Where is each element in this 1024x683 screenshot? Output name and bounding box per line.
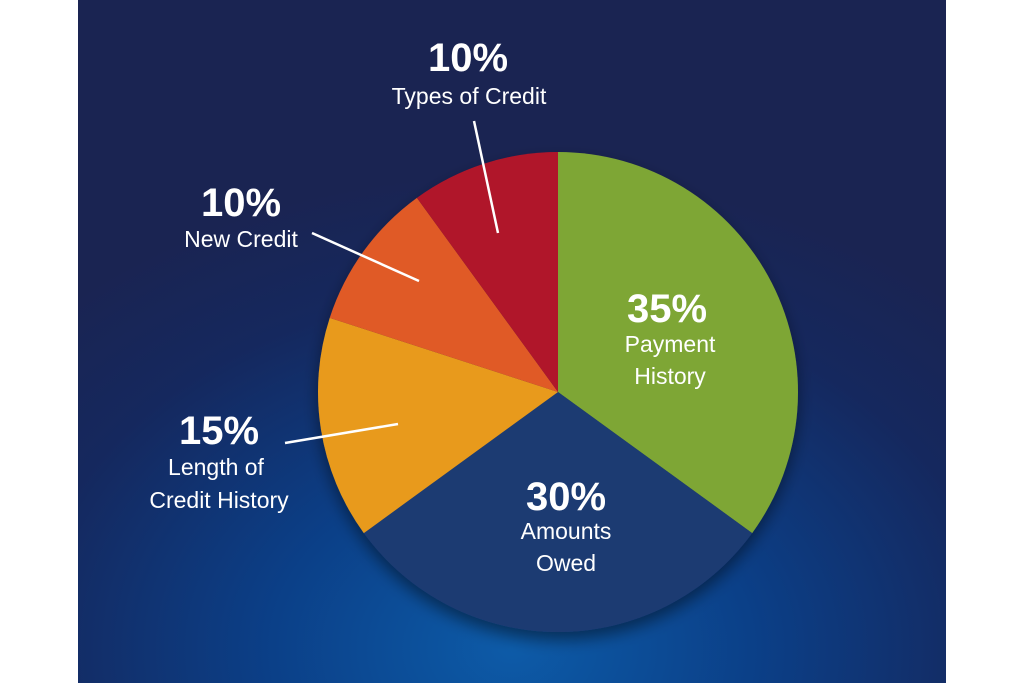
chart-panel: 35% Payment History 30% Amounts Owed 15%… xyxy=(78,0,946,683)
slice-label-line: Amounts xyxy=(521,518,612,544)
slice-label-line: Payment xyxy=(625,331,716,357)
leader-line-new-credit xyxy=(311,231,420,283)
slice-percent: 10% xyxy=(201,181,281,225)
slice-percent: 35% xyxy=(627,287,707,331)
pie-slices xyxy=(318,152,798,632)
pie-slice-length-of-credit-history xyxy=(318,317,558,534)
slice-percent: 10% xyxy=(428,36,508,80)
slice-percent: 15% xyxy=(179,409,259,453)
pie-chart: 35% Payment History 30% Amounts Owed 15%… xyxy=(149,36,798,632)
slice-label-payment-history: 35% Payment History xyxy=(625,287,716,389)
slice-percent: 30% xyxy=(526,475,606,519)
pie-slice-types-of-credit xyxy=(416,152,558,392)
leader-line-length-of-credit-history xyxy=(284,422,399,445)
slice-label-line: History xyxy=(634,363,706,389)
slice-label-line: New Credit xyxy=(184,226,298,252)
slice-label-line: Owed xyxy=(536,550,596,576)
slice-label-amounts-owed: 30% Amounts Owed xyxy=(521,475,612,576)
pie-slice-new-credit xyxy=(329,197,558,392)
slice-label-line: Length of xyxy=(168,454,265,480)
slice-label-new-credit: 10% New Credit xyxy=(184,181,298,252)
slice-label-line: Credit History xyxy=(149,487,289,513)
leader-line-types-of-credit xyxy=(472,120,500,234)
slice-label-length-of-credit-history: 15% Length of Credit History xyxy=(149,409,289,513)
pie-slice-amounts-owed xyxy=(363,392,753,632)
slice-label-types-of-credit: 10% Types of Credit xyxy=(392,36,547,109)
slice-label-line: Types of Credit xyxy=(392,83,547,109)
pie-slice-payment-history xyxy=(558,152,798,534)
